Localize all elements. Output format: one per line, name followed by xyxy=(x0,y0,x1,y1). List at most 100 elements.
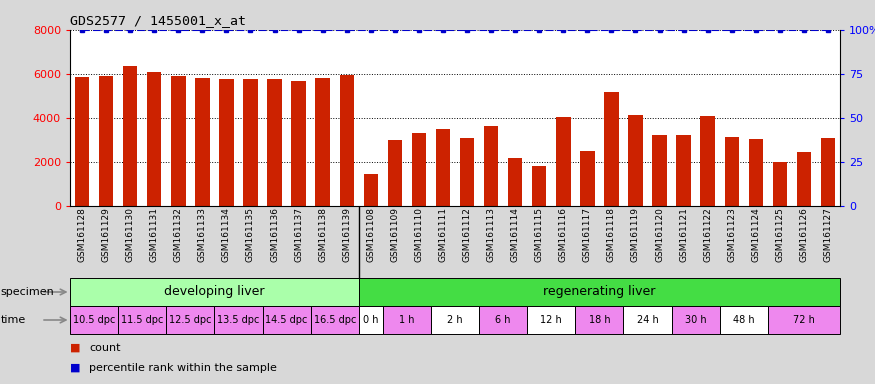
Bar xyxy=(262,306,311,334)
Text: 18 h: 18 h xyxy=(589,315,610,325)
Text: 11.5 dpc: 11.5 dpc xyxy=(121,315,164,325)
Bar xyxy=(436,129,451,206)
Text: 10.5 dpc: 10.5 dpc xyxy=(73,315,116,325)
Text: GSM161108: GSM161108 xyxy=(367,207,375,262)
Text: GSM161138: GSM161138 xyxy=(318,207,327,262)
Text: GSM161134: GSM161134 xyxy=(222,207,231,262)
Text: GSM161135: GSM161135 xyxy=(246,207,255,262)
Text: GSM161114: GSM161114 xyxy=(511,207,520,262)
Text: GSM161116: GSM161116 xyxy=(559,207,568,262)
Text: GSM161139: GSM161139 xyxy=(342,207,351,262)
Bar xyxy=(527,306,576,334)
Text: GSM161117: GSM161117 xyxy=(583,207,592,262)
Bar xyxy=(147,72,162,206)
Text: GSM161109: GSM161109 xyxy=(390,207,399,262)
Bar xyxy=(724,137,739,206)
Bar xyxy=(749,139,763,206)
Text: GSM161111: GSM161111 xyxy=(438,207,447,262)
Text: GSM161110: GSM161110 xyxy=(415,207,424,262)
Bar xyxy=(623,306,672,334)
Bar xyxy=(508,157,522,206)
Bar xyxy=(311,306,359,334)
Text: 13.5 dpc: 13.5 dpc xyxy=(217,315,260,325)
Text: 6 h: 6 h xyxy=(495,315,511,325)
Text: 24 h: 24 h xyxy=(637,315,658,325)
Bar xyxy=(195,78,210,206)
Text: 12 h: 12 h xyxy=(541,315,562,325)
Bar xyxy=(676,134,691,206)
Bar xyxy=(383,306,431,334)
Bar xyxy=(773,162,788,206)
Bar xyxy=(268,79,282,206)
Bar xyxy=(576,306,623,334)
Bar xyxy=(484,126,499,206)
Bar xyxy=(75,77,89,206)
Bar xyxy=(243,79,258,206)
Text: GSM161119: GSM161119 xyxy=(631,207,640,262)
Text: GSM161115: GSM161115 xyxy=(535,207,543,262)
Text: GDS2577 / 1455001_x_at: GDS2577 / 1455001_x_at xyxy=(70,15,246,27)
Text: 30 h: 30 h xyxy=(685,315,706,325)
Bar xyxy=(172,76,186,206)
Text: 48 h: 48 h xyxy=(733,315,754,325)
Bar xyxy=(653,134,667,206)
Text: GSM161127: GSM161127 xyxy=(823,207,832,262)
Bar xyxy=(359,306,383,334)
Text: GSM161118: GSM161118 xyxy=(607,207,616,262)
Bar xyxy=(460,138,474,206)
Bar xyxy=(480,306,527,334)
Bar xyxy=(99,76,114,206)
Bar xyxy=(797,152,811,206)
Bar xyxy=(359,278,840,306)
Bar xyxy=(291,81,306,206)
Bar xyxy=(605,92,619,206)
Text: ■: ■ xyxy=(70,362,80,372)
Text: GSM161133: GSM161133 xyxy=(198,207,206,262)
Bar xyxy=(70,278,359,306)
Text: GSM161113: GSM161113 xyxy=(487,207,495,262)
Text: GSM161137: GSM161137 xyxy=(294,207,303,262)
Text: GSM161128: GSM161128 xyxy=(78,207,87,262)
Text: GSM161129: GSM161129 xyxy=(102,207,110,262)
Bar xyxy=(118,306,166,334)
Bar xyxy=(701,116,715,206)
Text: GSM161122: GSM161122 xyxy=(704,207,712,262)
Text: GSM161120: GSM161120 xyxy=(655,207,664,262)
Text: GSM161123: GSM161123 xyxy=(727,207,736,262)
Bar xyxy=(821,138,836,206)
Text: GSM161124: GSM161124 xyxy=(752,207,760,262)
Bar xyxy=(580,151,595,206)
Text: ■: ■ xyxy=(70,343,80,353)
Bar xyxy=(70,306,118,334)
Bar xyxy=(220,79,234,206)
Text: percentile rank within the sample: percentile rank within the sample xyxy=(89,362,277,372)
Bar xyxy=(166,306,214,334)
Bar xyxy=(431,306,480,334)
Text: 0 h: 0 h xyxy=(363,315,379,325)
Bar xyxy=(532,166,546,206)
Bar xyxy=(672,306,719,334)
Text: 16.5 dpc: 16.5 dpc xyxy=(313,315,356,325)
Text: GSM161131: GSM161131 xyxy=(150,207,158,262)
Bar xyxy=(388,140,402,206)
Text: 1 h: 1 h xyxy=(399,315,415,325)
Bar xyxy=(123,66,137,206)
Bar xyxy=(412,133,426,206)
Text: 12.5 dpc: 12.5 dpc xyxy=(169,315,212,325)
Text: developing liver: developing liver xyxy=(164,285,264,298)
Text: GSM161130: GSM161130 xyxy=(126,207,135,262)
Text: GSM161136: GSM161136 xyxy=(270,207,279,262)
Bar xyxy=(628,115,643,206)
Text: GSM161125: GSM161125 xyxy=(775,207,784,262)
Text: 14.5 dpc: 14.5 dpc xyxy=(265,315,308,325)
Text: count: count xyxy=(89,343,121,353)
Text: GSM161112: GSM161112 xyxy=(463,207,472,262)
Text: 72 h: 72 h xyxy=(793,315,815,325)
Bar xyxy=(340,75,354,206)
Bar xyxy=(719,306,768,334)
Text: GSM161121: GSM161121 xyxy=(679,207,688,262)
Text: 2 h: 2 h xyxy=(447,315,463,325)
Bar xyxy=(316,78,330,206)
Bar xyxy=(768,306,840,334)
Bar xyxy=(364,174,378,206)
